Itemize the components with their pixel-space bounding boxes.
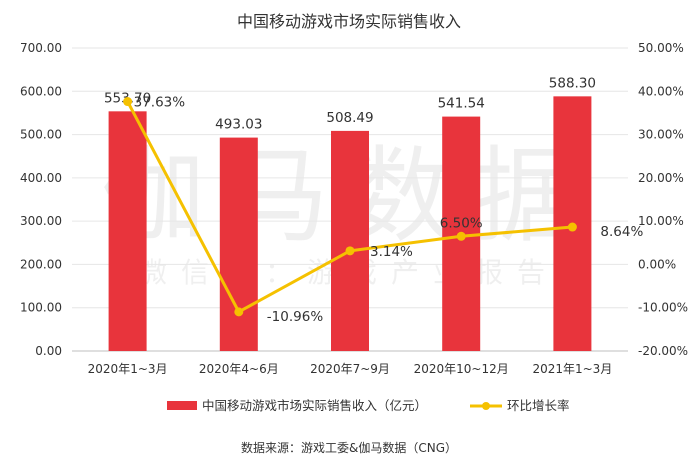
- y-right-tick-label: 40.00%: [638, 84, 684, 98]
- y-left-tick-label: 100.00: [20, 301, 62, 315]
- y-right-tick-label: -20.00%: [638, 344, 688, 358]
- legend-bar-swatch: [167, 401, 197, 410]
- line-value-label: -10.96%: [267, 309, 324, 325]
- x-tick-label: 2020年10~12月: [414, 362, 509, 376]
- y-right-tick-label: 10.00%: [638, 214, 684, 228]
- x-tick-label: 2020年7~9月: [310, 362, 390, 376]
- legend-line-marker: [482, 402, 490, 410]
- line-point: [123, 97, 133, 107]
- y-right-tick-label: -10.00%: [638, 301, 688, 315]
- line-value-label: 3.14%: [370, 244, 413, 260]
- bar-value-label: 588.30: [549, 75, 596, 91]
- y-left-tick-label: 0.00: [35, 344, 62, 358]
- line-value-label: 37.63%: [134, 95, 186, 111]
- line-point: [456, 231, 466, 241]
- x-axis: 2020年1~3月 2020年4~6月 2020年7~9月 2020年10~12月 20…: [88, 362, 613, 376]
- y-left-tick-label: 700.00: [20, 41, 62, 55]
- legend-line-label: 环比增长率: [507, 398, 570, 413]
- line-point: [567, 222, 577, 232]
- y-right-tick-label: 50.00%: [638, 41, 684, 55]
- x-tick-label: 2020年1~3月: [88, 362, 168, 376]
- x-tick-label: 2020年4~6月: [199, 362, 279, 376]
- left-axis: 0.00 100.00 200.00 300.00 400.00 500.00 600.00…: [20, 41, 62, 358]
- y-right-tick-label: 0.00%: [638, 257, 676, 271]
- line-value-label: 6.50%: [440, 215, 483, 231]
- y-left-tick-label: 500.00: [20, 128, 62, 142]
- y-right-tick-label: 20.00%: [638, 171, 684, 185]
- right-axis: -20.00% -10.00% 0.00% 10.00% 20.00% 30.00% 40.…: [638, 41, 688, 358]
- legend-bar-label: 中国移动游戏市场实际销售收入（亿元）: [202, 398, 427, 413]
- bar: [331, 130, 369, 351]
- bar-value-label: 541.54: [438, 96, 485, 112]
- x-tick-label: 2021年1~3月: [532, 362, 612, 376]
- line-series: [123, 97, 577, 317]
- y-left-tick-label: 200.00: [20, 257, 62, 271]
- y-right-tick-label: 30.00%: [638, 128, 684, 142]
- bar: [108, 111, 147, 352]
- line-point: [234, 307, 244, 317]
- source-note: 数据来源：游戏工委&伽马数据（CNG）: [241, 440, 457, 455]
- y-left-tick-label: 300.00: [20, 214, 62, 228]
- line-value-label: 8.64%: [600, 224, 643, 240]
- line-value-labels: 37.63% -10.96% 3.14% 6.50% 8.64%: [134, 95, 644, 325]
- y-left-tick-label: 400.00: [20, 171, 62, 185]
- line-point: [345, 246, 355, 256]
- legend: 中国移动游戏市场实际销售收入（亿元） 环比增长率: [167, 398, 570, 413]
- chart-title: 中国移动游戏市场实际销售收入: [237, 12, 461, 31]
- bar-value-label: 493.03: [215, 117, 262, 133]
- bar-value-label: 508.49: [326, 110, 373, 126]
- y-left-tick-label: 600.00: [20, 84, 62, 98]
- bar: [219, 137, 258, 351]
